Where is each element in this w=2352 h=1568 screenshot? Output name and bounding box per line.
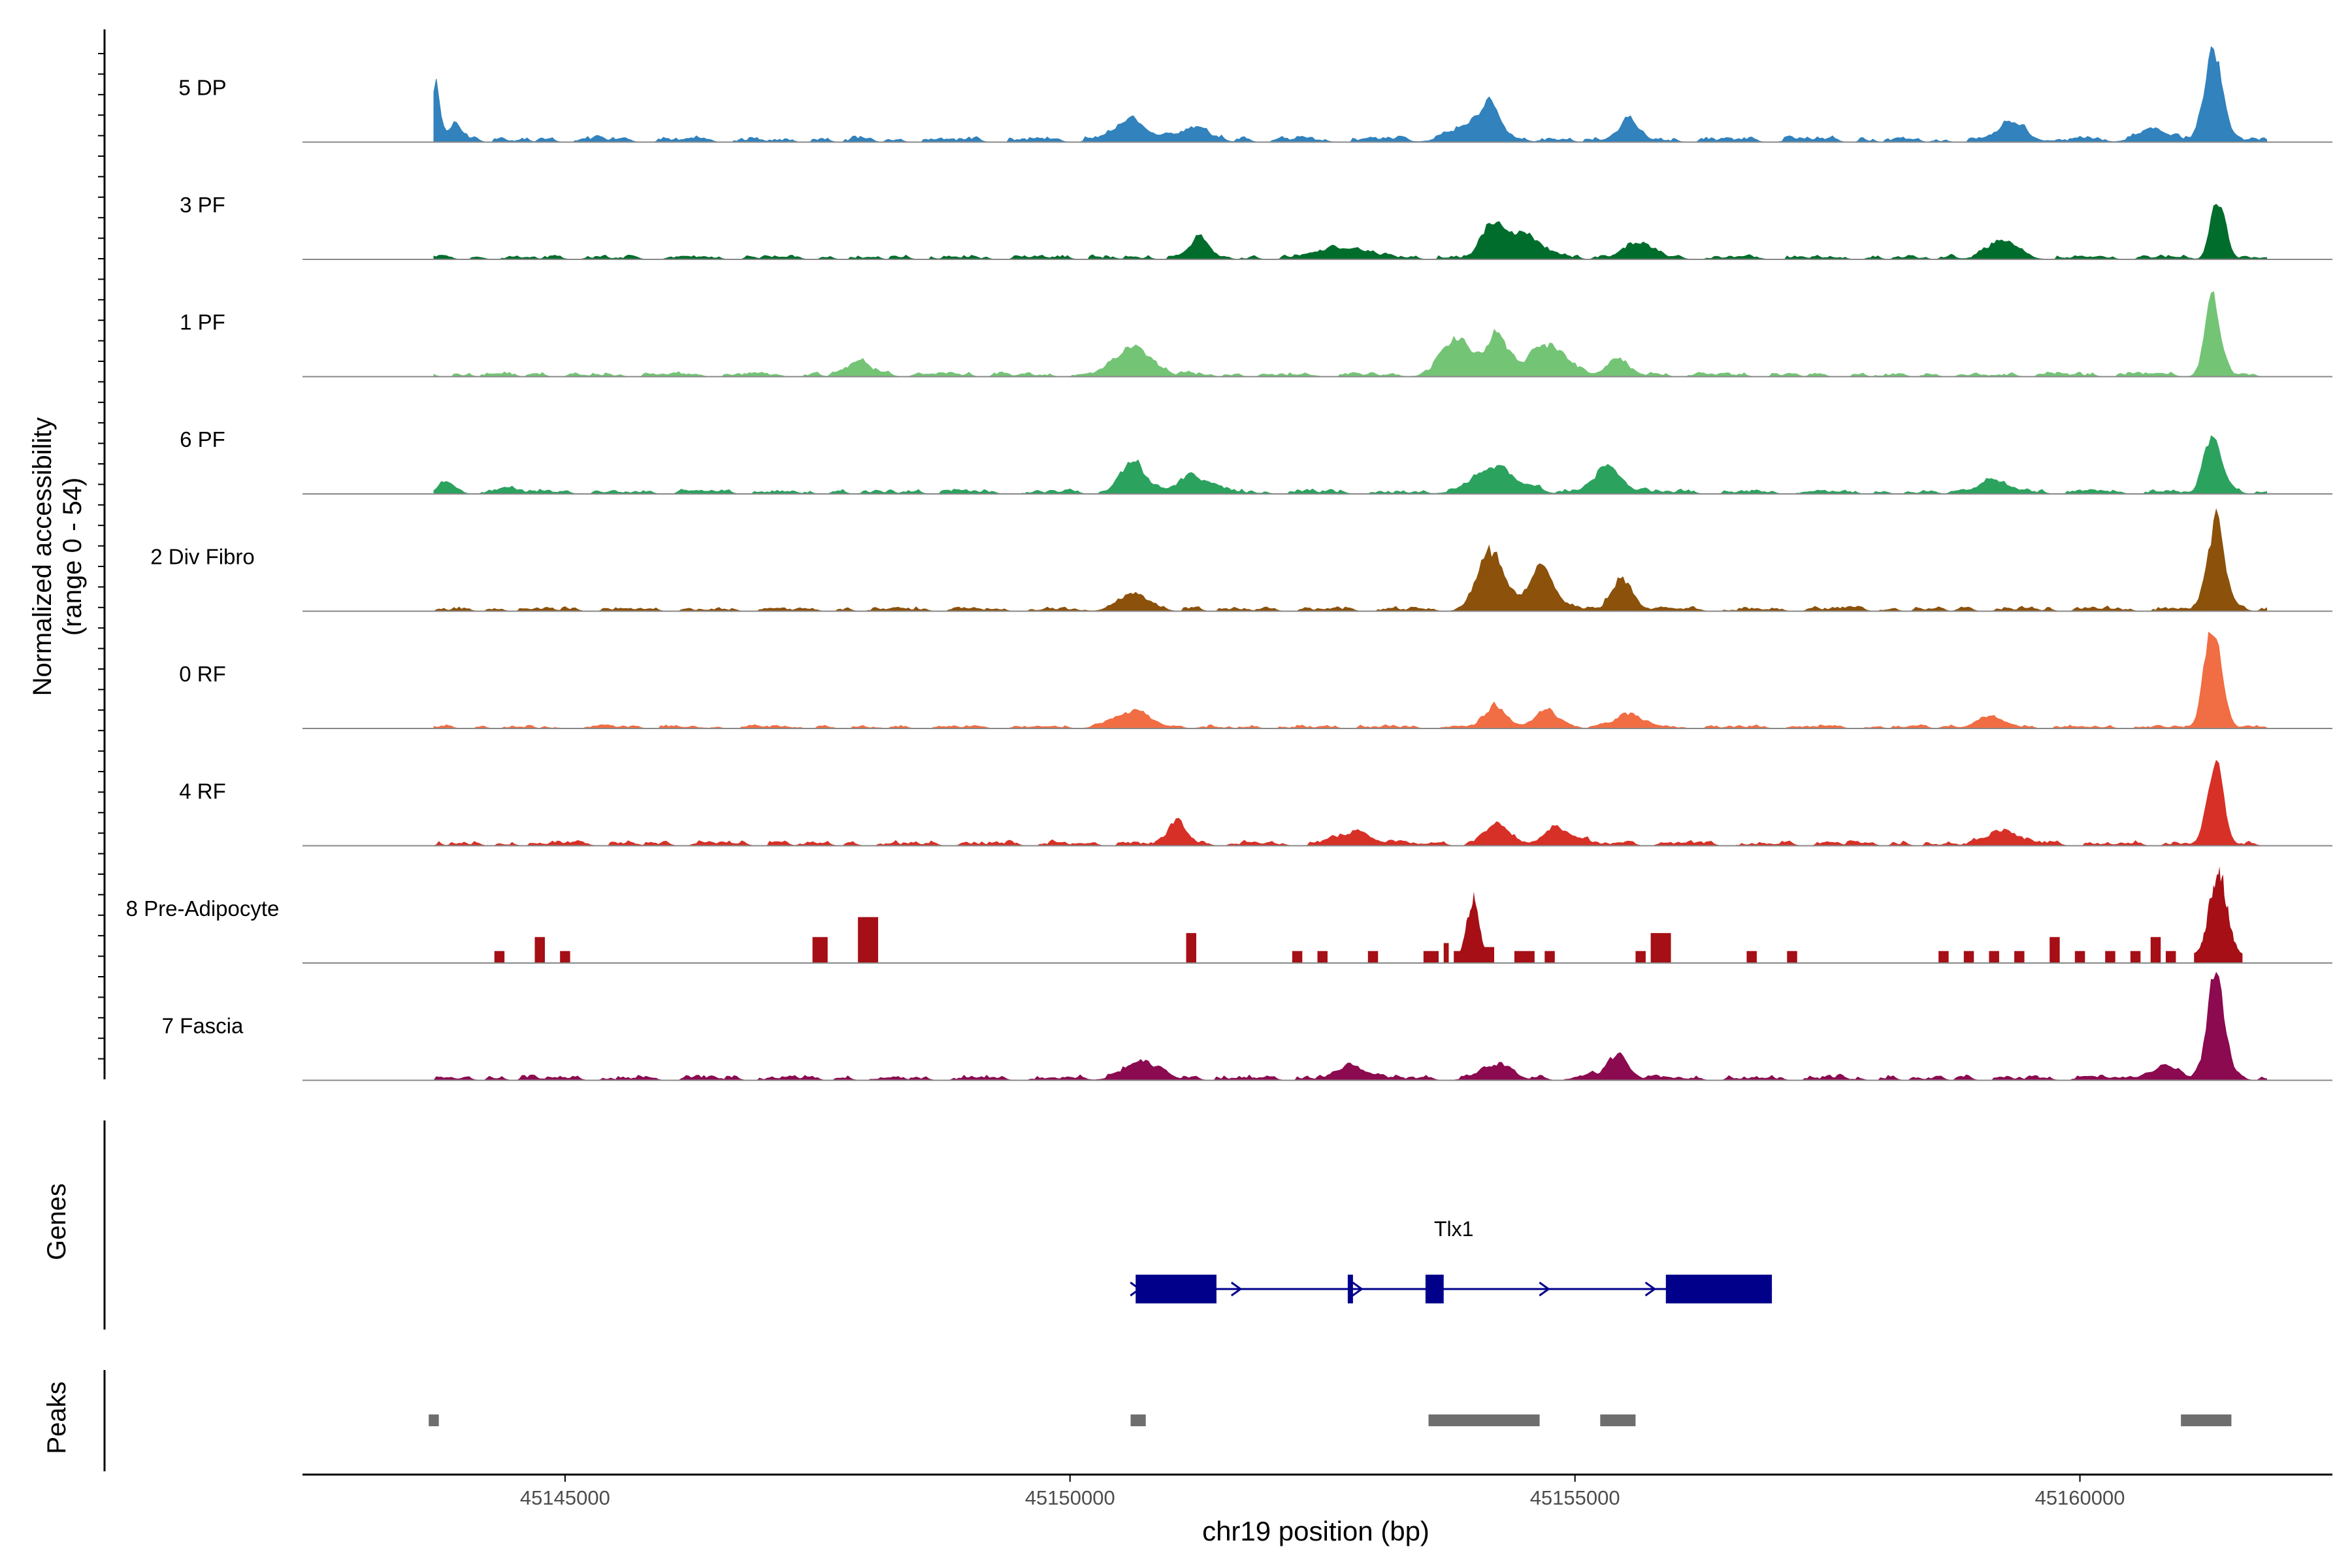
track-0-rf: 0 RF	[179, 631, 2332, 729]
genes-panel-label: Genes	[42, 1183, 71, 1260]
track-label: 5 DP	[178, 76, 226, 100]
peak-region	[1428, 1414, 1540, 1426]
coverage-block	[1746, 951, 1757, 963]
track-2-div-fibro: 2 Div Fibro	[150, 508, 2332, 612]
x-tick-label: 45145000	[520, 1486, 610, 1509]
coverage-block	[1650, 933, 1671, 963]
track-1-pf: 1 PF	[180, 291, 2332, 378]
coverage-peak	[1456, 891, 1490, 963]
coverage-block	[1544, 951, 1555, 963]
gene-exon	[1425, 1275, 1444, 1303]
coverage-block	[1186, 933, 1197, 963]
x-axis-title: chr19 position (bp)	[1202, 1516, 1429, 1546]
coverage-block	[1443, 943, 1449, 963]
track-5-dp: 5 DP	[178, 46, 2332, 143]
gene-exon	[1665, 1275, 1772, 1303]
gene-strand-arrow	[1130, 1281, 1141, 1297]
coverage-panel: 5 DP 3 PF 1 PF 6 PF 2 Div Fibro 0 RF 4 RF 8 Pre…	[126, 46, 2332, 1081]
coverage-block	[1423, 951, 1439, 963]
coverage-block	[812, 937, 828, 963]
coverage-block	[2014, 951, 2025, 963]
coverage-area	[433, 972, 2267, 1081]
peak-region	[1600, 1414, 1636, 1426]
coverage-peak	[2194, 866, 2243, 963]
track-6-pf: 6 PF	[180, 427, 2332, 495]
x-tick-label: 45150000	[1025, 1486, 1115, 1509]
x-axis: 45145000 45150000 45155000 45160000	[98, 29, 2332, 1509]
coverage-block	[1989, 951, 1999, 963]
gene-exon	[1347, 1275, 1353, 1303]
coverage-block	[1635, 951, 1646, 963]
gene-strand-arrow	[1539, 1281, 1550, 1297]
track-4-rf: 4 RF	[179, 759, 2332, 847]
coverage-block	[2050, 937, 2060, 963]
track-label: 8 Pre-Adipocyte	[126, 896, 280, 921]
peak-region	[429, 1414, 439, 1426]
track-label: 2 Div Fibro	[150, 545, 255, 569]
track-label: 3 PF	[180, 193, 225, 217]
track-label: 7 Fascia	[162, 1014, 244, 1038]
track-label: 0 RF	[179, 662, 226, 686]
coverage-block	[1938, 951, 1949, 963]
coverage-block	[534, 937, 545, 963]
x-tick-label: 45155000	[1530, 1486, 1620, 1509]
coverage-block	[2105, 951, 2115, 963]
coverage-block	[560, 951, 570, 963]
coverage-area	[433, 291, 2267, 378]
y-axis-label: Normalized accessibility	[28, 417, 57, 696]
coverage-block	[1292, 951, 1303, 963]
gene-strand-arrow	[1230, 1281, 1243, 1297]
coverage-block	[1514, 951, 1535, 963]
track-7-fascia: 7 Fascia	[162, 972, 2332, 1081]
peaks-panel	[429, 1414, 2232, 1426]
gene-exon	[1135, 1275, 1217, 1303]
track-8-pre-adipocyte: 8 Pre-Adipocyte	[126, 866, 2332, 964]
coverage-area	[433, 759, 2267, 847]
track-label: 6 PF	[180, 427, 225, 451]
coverage-block	[494, 951, 505, 963]
coverage-block	[2130, 951, 2141, 963]
peak-region	[1130, 1414, 1146, 1426]
track-label: 4 RF	[179, 779, 226, 804]
gene-strand-arrow	[1352, 1281, 1364, 1297]
peaks-panel-label: Peaks	[42, 1381, 71, 1454]
coverage-block	[2074, 951, 2085, 963]
y-axis-label-range: (range 0 - 54)	[58, 478, 87, 636]
coverage-block	[1963, 951, 1974, 963]
gene-annotation-panel: Tlx1	[1130, 1217, 1772, 1303]
peak-region	[2181, 1414, 2232, 1426]
track-label: 1 PF	[180, 310, 225, 335]
coverage-block	[1367, 951, 1379, 963]
coverage-block	[1317, 951, 1328, 963]
coverage-block	[2165, 951, 2176, 963]
coverage-block	[1787, 951, 1797, 963]
track-3-pf: 3 PF	[180, 193, 2332, 260]
gene-name-label: Tlx1	[1434, 1217, 1473, 1241]
coverage-block	[2150, 937, 2161, 963]
x-tick-label: 45160000	[2035, 1486, 2125, 1509]
gene-strand-arrow	[1644, 1281, 1657, 1297]
coverage-block	[858, 917, 879, 963]
